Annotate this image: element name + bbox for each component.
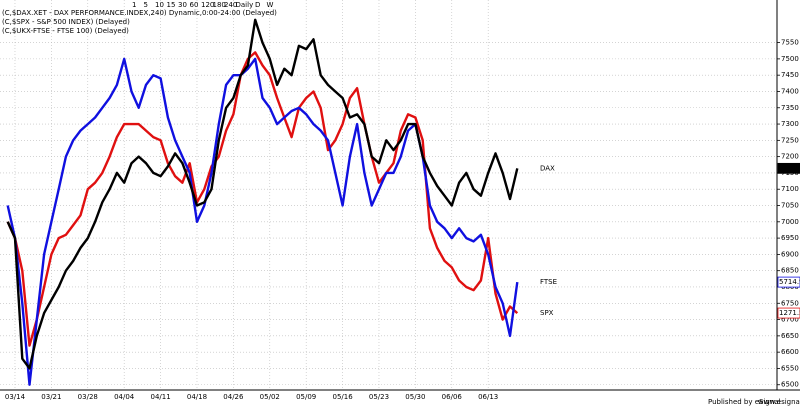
- legend-line: (C,$SPX - S&P 500 INDEX) (Delayed): [2, 18, 130, 26]
- y-tick-label: 7300: [781, 120, 799, 128]
- y-tick-label: 6600: [781, 348, 799, 356]
- y-tick-label: 7200: [781, 153, 799, 161]
- last-price-box: 1271.5: [777, 307, 800, 319]
- y-tick-label: 6650: [781, 332, 799, 340]
- toolbar-button: D: [255, 1, 260, 9]
- last-price-box: 5714.94: [777, 276, 800, 288]
- y-tick-label: 7500: [781, 55, 799, 63]
- y-tick-label: 7250: [781, 136, 799, 144]
- x-tick-label: 06/13: [478, 393, 498, 401]
- toolbar-button: 10: [155, 1, 164, 9]
- x-tick-label: 03/21: [41, 393, 61, 401]
- series-line: [6, 18, 519, 370]
- toolbar-button: W: [267, 1, 274, 9]
- toolbar-button: 5: [144, 1, 148, 9]
- credit: Published by eSignal: [708, 398, 781, 406]
- y-tick-label: 7000: [781, 218, 799, 226]
- y-tick-label: 6950: [781, 234, 799, 242]
- credit: www.esignal.com: [758, 398, 800, 406]
- series-name: SPX: [540, 309, 554, 317]
- x-tick-label: 05/09: [296, 393, 316, 401]
- toolbar-button: 120: [201, 1, 214, 9]
- y-tick-label: 7350: [781, 104, 799, 112]
- y-tick-label: 7550: [781, 39, 799, 47]
- y-tick-label: 7050: [781, 202, 799, 210]
- y-tick-label: 6750: [781, 299, 799, 307]
- series-line: [6, 57, 519, 386]
- y-tick-label: 6700: [781, 316, 799, 324]
- legend-line: (C,$UKX-FTSE - FTSE 100) (Delayed): [2, 27, 129, 35]
- x-tick-label: 04/18: [187, 393, 207, 401]
- last-price-label: 7164.05: [779, 164, 800, 172]
- last-price-bg: [777, 162, 800, 174]
- x-tick-label: 03/28: [78, 393, 98, 401]
- toolbar-button: 1: [132, 1, 136, 9]
- x-tick-label: 05/02: [260, 393, 280, 401]
- y-tick-label: 6500: [781, 381, 799, 389]
- series-line: [6, 51, 519, 347]
- x-tick-label: 04/11: [150, 393, 170, 401]
- y-tick-label: 7450: [781, 71, 799, 79]
- x-tick-label: 05/16: [332, 393, 353, 401]
- toolbar-button: 240: [224, 1, 237, 9]
- x-tick-label: 03/14: [5, 393, 26, 401]
- series-name: DAX: [540, 164, 555, 172]
- y-tick-label: 7100: [781, 185, 799, 193]
- x-tick-label: 04/04: [114, 393, 135, 401]
- y-tick-label: 6850: [781, 267, 799, 275]
- x-tick-label: 04/26: [223, 393, 244, 401]
- series-name: FTSE: [540, 278, 557, 286]
- x-tick-label: 05/30: [405, 393, 425, 401]
- y-tick-label: 6900: [781, 250, 799, 258]
- toolbar-button: 15: [167, 1, 176, 9]
- toolbar-button: Daily: [236, 1, 254, 9]
- last-price-bg: [777, 276, 800, 288]
- last-price-label: 1271.5: [779, 309, 800, 317]
- x-tick-label: 06/06: [442, 393, 463, 401]
- y-tick-label: 6550: [781, 364, 799, 372]
- last-price-bg: [777, 307, 800, 319]
- toolbar-button: 30: [178, 1, 187, 9]
- x-tick-label: 05/23: [369, 393, 389, 401]
- toolbar-button: 180: [213, 1, 226, 9]
- toolbar-button: 60: [190, 1, 199, 9]
- last-price-box: 7164.05: [777, 162, 800, 174]
- legend-line: (C,$DAX.XET - DAX PERFORMANCE.INDEX,240)…: [2, 9, 277, 17]
- y-tick-label: 7400: [781, 87, 799, 95]
- last-price-label: 5714.94: [779, 278, 800, 286]
